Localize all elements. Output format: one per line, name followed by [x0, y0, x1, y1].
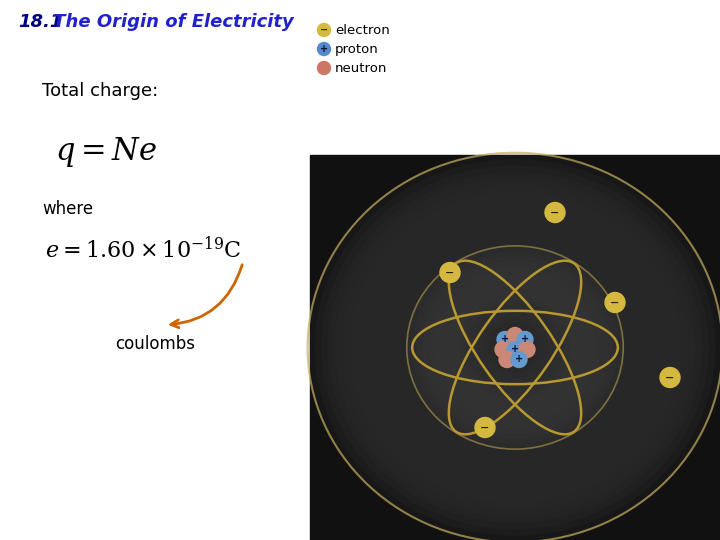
- Ellipse shape: [446, 282, 584, 413]
- Ellipse shape: [397, 237, 633, 458]
- Text: +: +: [521, 334, 529, 345]
- Text: The Origin of Electricity: The Origin of Electricity: [47, 13, 294, 31]
- Text: where: where: [42, 200, 93, 218]
- Ellipse shape: [467, 302, 564, 393]
- Text: +: +: [515, 354, 523, 364]
- Text: −: −: [550, 207, 559, 218]
- Ellipse shape: [510, 342, 521, 353]
- Ellipse shape: [405, 244, 626, 451]
- Ellipse shape: [342, 185, 688, 510]
- Ellipse shape: [439, 276, 591, 419]
- Text: $e = 1.60\times10^{-19}\mathrm{C}$: $e = 1.60\times10^{-19}\mathrm{C}$: [45, 235, 242, 261]
- Circle shape: [475, 417, 495, 437]
- Ellipse shape: [349, 192, 681, 503]
- Ellipse shape: [328, 172, 702, 523]
- Text: −: −: [665, 373, 675, 382]
- Bar: [310, 155, 720, 540]
- Circle shape: [495, 341, 511, 357]
- Ellipse shape: [423, 261, 607, 434]
- Circle shape: [499, 352, 515, 368]
- Ellipse shape: [439, 276, 591, 418]
- Text: +: +: [501, 334, 509, 345]
- Text: +: +: [511, 345, 519, 354]
- Ellipse shape: [456, 292, 575, 403]
- Ellipse shape: [384, 224, 647, 471]
- Circle shape: [511, 352, 527, 368]
- Circle shape: [440, 262, 460, 282]
- Circle shape: [318, 24, 330, 37]
- Ellipse shape: [445, 281, 585, 414]
- Ellipse shape: [418, 256, 613, 439]
- Ellipse shape: [461, 296, 569, 399]
- Text: $q = Ne$: $q = Ne$: [55, 135, 157, 169]
- Ellipse shape: [370, 211, 660, 484]
- Ellipse shape: [418, 256, 612, 438]
- Ellipse shape: [407, 246, 624, 449]
- Circle shape: [497, 332, 513, 348]
- Text: −: −: [611, 298, 620, 307]
- Ellipse shape: [356, 198, 674, 497]
- Ellipse shape: [321, 166, 708, 529]
- Text: electron: electron: [335, 24, 390, 37]
- Ellipse shape: [432, 269, 598, 426]
- Ellipse shape: [477, 312, 553, 383]
- Text: −: −: [445, 267, 455, 278]
- Ellipse shape: [474, 308, 557, 387]
- Circle shape: [507, 341, 523, 357]
- Ellipse shape: [467, 302, 564, 393]
- Circle shape: [605, 293, 625, 313]
- Text: Total charge:: Total charge:: [42, 82, 158, 100]
- Ellipse shape: [307, 153, 720, 540]
- Ellipse shape: [377, 218, 653, 477]
- Ellipse shape: [480, 315, 549, 380]
- Ellipse shape: [482, 317, 547, 378]
- Circle shape: [318, 43, 330, 56]
- Ellipse shape: [428, 266, 602, 429]
- Ellipse shape: [453, 289, 577, 406]
- Circle shape: [517, 332, 533, 348]
- Ellipse shape: [315, 159, 716, 536]
- Ellipse shape: [487, 321, 543, 374]
- Text: −: −: [480, 422, 490, 433]
- Ellipse shape: [412, 251, 618, 444]
- Text: +: +: [320, 44, 328, 54]
- Ellipse shape: [499, 332, 531, 363]
- Circle shape: [318, 62, 330, 75]
- Ellipse shape: [504, 338, 526, 357]
- Ellipse shape: [488, 322, 542, 373]
- Ellipse shape: [363, 205, 667, 490]
- Ellipse shape: [494, 328, 536, 367]
- FancyArrowPatch shape: [171, 265, 242, 328]
- Ellipse shape: [411, 250, 618, 445]
- Circle shape: [519, 341, 535, 357]
- Ellipse shape: [434, 271, 596, 424]
- Circle shape: [545, 202, 565, 222]
- Ellipse shape: [472, 307, 558, 388]
- Text: −: −: [320, 25, 328, 35]
- Ellipse shape: [493, 327, 536, 368]
- Ellipse shape: [508, 341, 522, 354]
- Text: proton: proton: [335, 43, 379, 56]
- Ellipse shape: [336, 179, 695, 516]
- Ellipse shape: [425, 263, 605, 432]
- Ellipse shape: [501, 334, 528, 361]
- Ellipse shape: [390, 231, 639, 464]
- Circle shape: [507, 327, 523, 343]
- Text: neutron: neutron: [335, 62, 387, 75]
- Text: coulombs: coulombs: [115, 335, 195, 353]
- Ellipse shape: [450, 287, 580, 408]
- Ellipse shape: [459, 295, 570, 400]
- Text: 18.1: 18.1: [18, 13, 63, 31]
- Circle shape: [660, 368, 680, 388]
